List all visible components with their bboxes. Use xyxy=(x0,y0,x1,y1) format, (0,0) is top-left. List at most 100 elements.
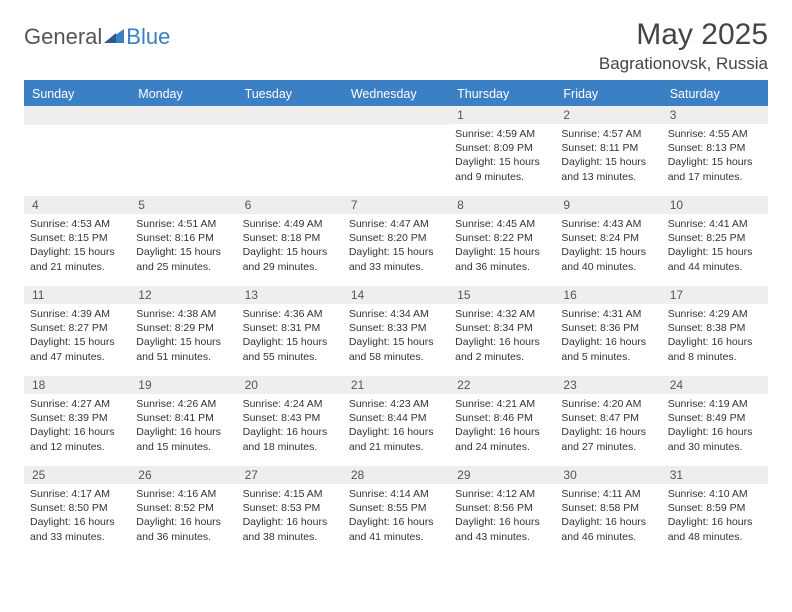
sunset-text: Sunset: 8:16 PM xyxy=(136,231,230,245)
sunset-text: Sunset: 8:56 PM xyxy=(455,501,549,515)
sunset-text: Sunset: 8:36 PM xyxy=(561,321,655,335)
day-number-band: 1 xyxy=(449,106,555,124)
day-info: Sunrise: 4:14 AMSunset: 8:55 PMDaylight:… xyxy=(349,487,443,544)
day-number-band: 17 xyxy=(662,286,768,304)
daylight-text: and 5 minutes. xyxy=(561,350,655,364)
day-number: 29 xyxy=(451,468,553,482)
sunrise-text: Sunrise: 4:41 AM xyxy=(668,217,762,231)
daylight-text: Daylight: 16 hours xyxy=(668,425,762,439)
day-info: Sunrise: 4:55 AMSunset: 8:13 PMDaylight:… xyxy=(668,127,762,184)
day-info: Sunrise: 4:11 AMSunset: 8:58 PMDaylight:… xyxy=(561,487,655,544)
sunrise-text: Sunrise: 4:12 AM xyxy=(455,487,549,501)
day-info: Sunrise: 4:45 AMSunset: 8:22 PMDaylight:… xyxy=(455,217,549,274)
day-number-band: 29 xyxy=(449,466,555,484)
day-number: 19 xyxy=(132,378,234,392)
day-info: Sunrise: 4:31 AMSunset: 8:36 PMDaylight:… xyxy=(561,307,655,364)
day-number-band: 4 xyxy=(24,196,130,214)
calendar-week: 11Sunrise: 4:39 AMSunset: 8:27 PMDayligh… xyxy=(24,286,768,376)
daylight-text: and 21 minutes. xyxy=(349,440,443,454)
day-number-band xyxy=(237,106,343,125)
daylight-text: and 40 minutes. xyxy=(561,260,655,274)
sunrise-text: Sunrise: 4:17 AM xyxy=(30,487,124,501)
daylight-text: and 33 minutes. xyxy=(30,530,124,544)
day-number-band: 5 xyxy=(130,196,236,214)
day-info: Sunrise: 4:47 AMSunset: 8:20 PMDaylight:… xyxy=(349,217,443,274)
weekday-label: Friday xyxy=(555,82,661,106)
sunrise-text: Sunrise: 4:29 AM xyxy=(668,307,762,321)
calendar-week: 18Sunrise: 4:27 AMSunset: 8:39 PMDayligh… xyxy=(24,376,768,466)
day-number: 11 xyxy=(26,288,128,302)
day-number-band: 3 xyxy=(662,106,768,124)
daylight-text: and 43 minutes. xyxy=(455,530,549,544)
daylight-text: Daylight: 16 hours xyxy=(349,425,443,439)
calendar-cell xyxy=(130,106,236,196)
day-number: 5 xyxy=(132,198,234,212)
sunrise-text: Sunrise: 4:19 AM xyxy=(668,397,762,411)
sunset-text: Sunset: 8:31 PM xyxy=(243,321,337,335)
weekday-label: Saturday xyxy=(662,82,768,106)
calendar-cell: 16Sunrise: 4:31 AMSunset: 8:36 PMDayligh… xyxy=(555,286,661,376)
calendar-cell: 29Sunrise: 4:12 AMSunset: 8:56 PMDayligh… xyxy=(449,466,555,556)
calendar-cell: 4Sunrise: 4:53 AMSunset: 8:15 PMDaylight… xyxy=(24,196,130,286)
logo-text: General xyxy=(24,24,102,50)
calendar-cell: 23Sunrise: 4:20 AMSunset: 8:47 PMDayligh… xyxy=(555,376,661,466)
daylight-text: and 17 minutes. xyxy=(668,170,762,184)
calendar-cell: 6Sunrise: 4:49 AMSunset: 8:18 PMDaylight… xyxy=(237,196,343,286)
logo-general: General xyxy=(24,24,102,49)
day-number: 1 xyxy=(451,108,553,122)
calendar-cell xyxy=(343,106,449,196)
day-info: Sunrise: 4:43 AMSunset: 8:24 PMDaylight:… xyxy=(561,217,655,274)
sunset-text: Sunset: 8:44 PM xyxy=(349,411,443,425)
calendar-cell: 5 Sunrise: 4:51 AMSunset: 8:16 PMDaylight… xyxy=(130,196,236,286)
daylight-text: Daylight: 16 hours xyxy=(668,515,762,529)
daylight-text: Daylight: 15 hours xyxy=(136,245,230,259)
day-number-band: 6 xyxy=(237,196,343,214)
daylight-text: Daylight: 16 hours xyxy=(136,425,230,439)
day-number-band: 22 xyxy=(449,376,555,394)
daylight-text: and 30 minutes. xyxy=(668,440,762,454)
sunrise-text: Sunrise: 4:38 AM xyxy=(136,307,230,321)
sunrise-text: Sunrise: 4:27 AM xyxy=(30,397,124,411)
day-number: 6 xyxy=(239,198,341,212)
day-number-band: 20 xyxy=(237,376,343,394)
sunset-text: Sunset: 8:15 PM xyxy=(30,231,124,245)
daylight-text: and 33 minutes. xyxy=(349,260,443,274)
calendar-cell: 1Sunrise: 4:59 AMSunset: 8:09 PMDaylight… xyxy=(449,106,555,196)
logo-blue: Blue xyxy=(126,24,170,49)
daylight-text: and 36 minutes. xyxy=(455,260,549,274)
day-number: 2 xyxy=(557,108,659,122)
sunset-text: Sunset: 8:39 PM xyxy=(30,411,124,425)
sunset-text: Sunset: 8:50 PM xyxy=(30,501,124,515)
day-number-band xyxy=(130,106,236,125)
day-number: 23 xyxy=(557,378,659,392)
daylight-text: Daylight: 15 hours xyxy=(668,155,762,169)
day-number: 28 xyxy=(345,468,447,482)
day-info: Sunrise: 4:57 AMSunset: 8:11 PMDaylight:… xyxy=(561,127,655,184)
sunrise-text: Sunrise: 4:45 AM xyxy=(455,217,549,231)
calendar-cell: 31Sunrise: 4:10 AMSunset: 8:59 PMDayligh… xyxy=(662,466,768,556)
daylight-text: and 18 minutes. xyxy=(243,440,337,454)
weekday-label: Monday xyxy=(130,82,236,106)
daylight-text: Daylight: 16 hours xyxy=(455,335,549,349)
day-info: Sunrise: 4:32 AMSunset: 8:34 PMDaylight:… xyxy=(455,307,549,364)
sunset-text: Sunset: 8:33 PM xyxy=(349,321,443,335)
day-number: 30 xyxy=(557,468,659,482)
weekday-label: Tuesday xyxy=(237,82,343,106)
day-number-band: 8 xyxy=(449,196,555,214)
day-number-band: 10 xyxy=(662,196,768,214)
day-info: Sunrise: 4:24 AMSunset: 8:43 PMDaylight:… xyxy=(243,397,337,454)
calendar-cell: 22 Sunrise: 4:21 AMSunset: 8:46 PMDayligh… xyxy=(449,376,555,466)
sunrise-text: Sunrise: 4:21 AM xyxy=(455,397,549,411)
sunset-text: Sunset: 8:34 PM xyxy=(455,321,549,335)
daylight-text: Daylight: 16 hours xyxy=(30,515,124,529)
day-info: Sunrise: 4:21 AMSunset: 8:46 PMDaylight:… xyxy=(455,397,549,454)
day-number-band: 31 xyxy=(662,466,768,484)
weekday-label: Sunday xyxy=(24,82,130,106)
daylight-text: Daylight: 15 hours xyxy=(243,245,337,259)
daylight-text: Daylight: 16 hours xyxy=(243,425,337,439)
day-number: 14 xyxy=(345,288,447,302)
day-number: 12 xyxy=(132,288,234,302)
sunrise-text: Sunrise: 4:51 AM xyxy=(136,217,230,231)
daylight-text: Daylight: 15 hours xyxy=(243,335,337,349)
sunset-text: Sunset: 8:46 PM xyxy=(455,411,549,425)
